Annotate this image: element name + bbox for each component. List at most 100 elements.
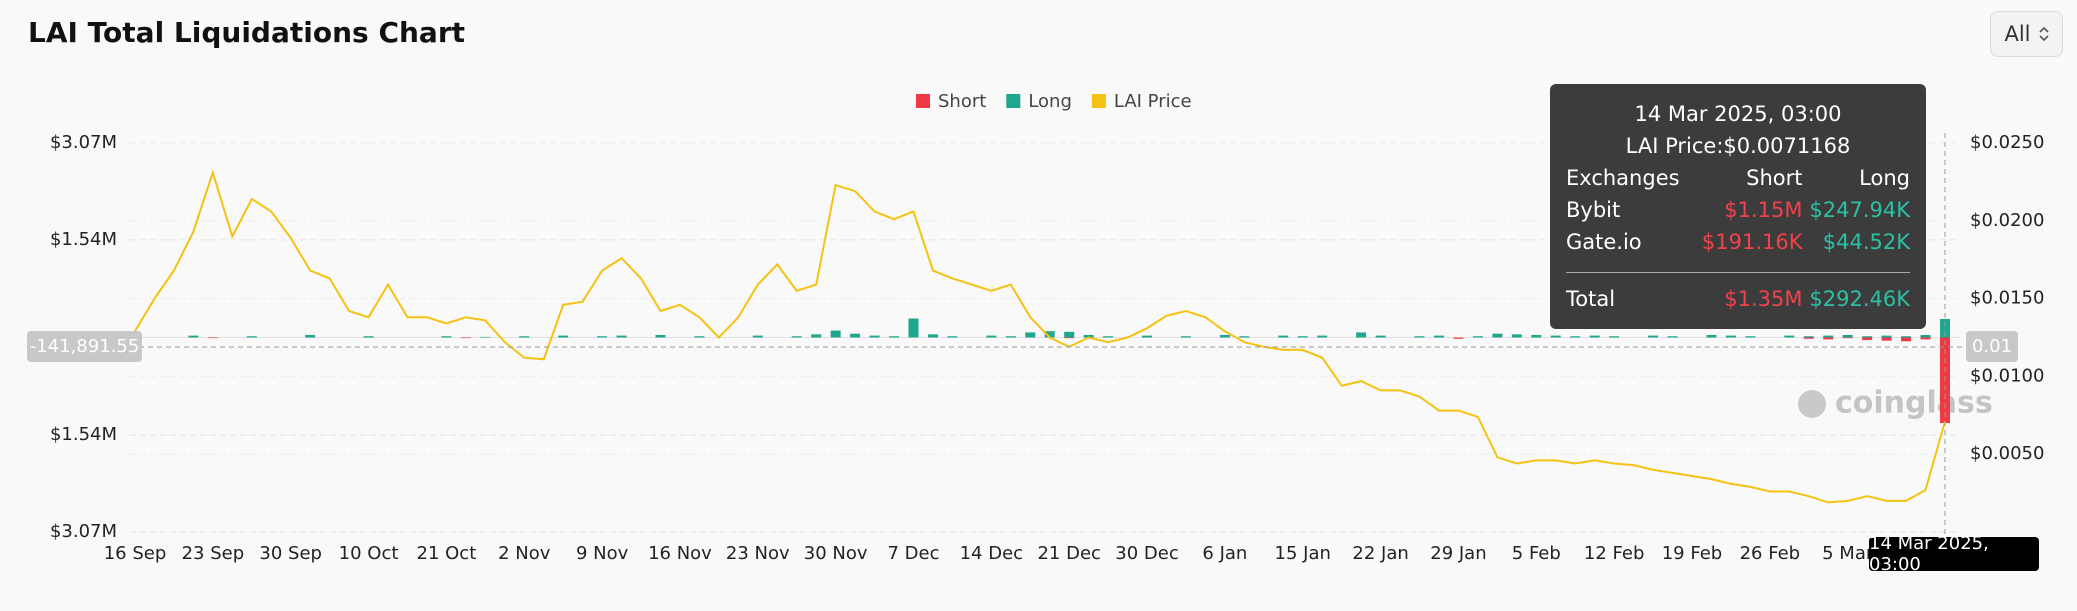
bar: [1940, 318, 1950, 338]
bar: [1570, 336, 1581, 338]
bar: [519, 336, 530, 338]
cell: $1.35M: [1724, 287, 1803, 311]
bar: [1064, 337, 1075, 339]
bar: [908, 318, 919, 338]
bar: [1550, 335, 1561, 338]
bar: [1005, 336, 1016, 338]
tooltip-header: Exchanges Short Long: [1566, 162, 1910, 194]
y2-tick-label: $0.0100: [1970, 365, 2044, 386]
x-tick-label: 23 Sep: [182, 543, 245, 564]
y-tick-label: $1.54M: [50, 424, 117, 445]
bar: [597, 336, 608, 338]
bar: [207, 337, 218, 339]
bar: [558, 335, 569, 338]
tooltip-row: Gate.io $191.16K $44.52K: [1566, 226, 1910, 258]
cell: $292.46K: [1809, 287, 1910, 311]
bar: [1025, 332, 1036, 338]
bar: [986, 335, 997, 338]
bar: [1901, 336, 1912, 338]
bar: [830, 330, 841, 338]
chevron-icon: [2038, 26, 2049, 42]
x-tick-label: 26 Feb: [1740, 543, 1801, 564]
x-tick-label: 9 Nov: [576, 543, 629, 564]
x-tick-label: 22 Jan: [1352, 543, 1408, 564]
bar: [1180, 336, 1191, 338]
x-tick-label: 16 Sep: [104, 543, 167, 564]
bar: [1219, 334, 1230, 338]
bar: [869, 335, 880, 338]
x-tick-label: 10 Oct: [339, 543, 399, 564]
tooltip: 14 Mar 2025, 03:00 LAI Price:$0.0071168 …: [1550, 84, 1926, 329]
bar: [1745, 336, 1756, 338]
tooltip-row: Bybit $1.15M $247.94K: [1566, 194, 1910, 226]
bar: [1414, 336, 1425, 338]
bar: [460, 337, 471, 339]
legend-swatch: [1006, 94, 1021, 108]
cell: $1.15M: [1724, 198, 1803, 222]
bar: [1492, 333, 1503, 338]
bar: [927, 334, 938, 338]
range-dropdown[interactable]: All: [1990, 11, 2063, 57]
bar: [246, 336, 257, 338]
bar: [1881, 335, 1892, 338]
bar: [1472, 336, 1483, 338]
x-tick-label: 15 Jan: [1275, 543, 1331, 564]
x-tick-label: 30 Sep: [259, 543, 322, 564]
legend-label: Short: [938, 91, 986, 112]
bar: [1239, 336, 1250, 338]
bar: [1356, 332, 1367, 338]
legend-swatch: [1091, 94, 1106, 108]
divider: [1566, 272, 1910, 273]
bar: [1297, 336, 1308, 338]
x-tick-label: 5 Feb: [1512, 543, 1561, 564]
bar: [1609, 336, 1620, 338]
bar: [363, 336, 374, 338]
cell: Exchanges: [1566, 166, 1680, 190]
bar: [889, 336, 900, 338]
x-tick-label: 21 Oct: [417, 543, 477, 564]
price-line: [134, 169, 1946, 504]
cell: Total: [1566, 287, 1616, 311]
bar: [1842, 334, 1853, 338]
bar: [188, 335, 199, 338]
bar: [1511, 334, 1522, 338]
cell: $44.52K: [1822, 230, 1910, 254]
tooltip-total: Total $1.35M $292.46K: [1566, 283, 1910, 315]
crosshair-x-label: 14 Mar 2025, 03:00: [1869, 533, 2039, 575]
bar: [1920, 337, 1931, 340]
bar: [1803, 337, 1814, 339]
x-tick-label: 2 Nov: [498, 543, 551, 564]
cell: Gate.io: [1566, 230, 1642, 254]
y-tick-label: $3.07M: [50, 132, 117, 153]
cell: Bybit: [1566, 198, 1621, 222]
x-tick-label: 7 Dec: [887, 543, 939, 564]
cell: Long: [1859, 166, 1910, 190]
x-tick-label: 6 Jan: [1202, 543, 1247, 564]
tooltip-title: 14 Mar 2025, 03:00: [1634, 102, 1842, 126]
bar: [1317, 335, 1328, 338]
y2-tick-label: $0.0200: [1970, 210, 2044, 231]
bar: [1142, 335, 1153, 338]
bar: [1531, 334, 1542, 338]
x-tick-label: 29 Jan: [1430, 543, 1486, 564]
bar: [441, 336, 452, 338]
bar: [1103, 336, 1114, 338]
x-tick-label: 12 Feb: [1584, 543, 1645, 564]
bar: [1278, 335, 1289, 338]
bar: [305, 334, 316, 338]
bar: [1375, 335, 1386, 338]
x-tick-label: 5 Mar: [1822, 543, 1874, 564]
bar: [694, 336, 705, 338]
y2-tick-label: $0.0250: [1970, 132, 2044, 153]
bar: [1044, 331, 1055, 338]
crosshair-y2-label: 0.01: [1966, 331, 2018, 362]
x-tick-label: 30 Dec: [1115, 543, 1178, 564]
range-value: All: [2004, 22, 2031, 46]
bar: [1823, 337, 1834, 340]
cell: $247.94K: [1809, 198, 1910, 222]
bar: [616, 335, 627, 338]
bar: [752, 335, 763, 338]
bar: [1862, 336, 1873, 338]
